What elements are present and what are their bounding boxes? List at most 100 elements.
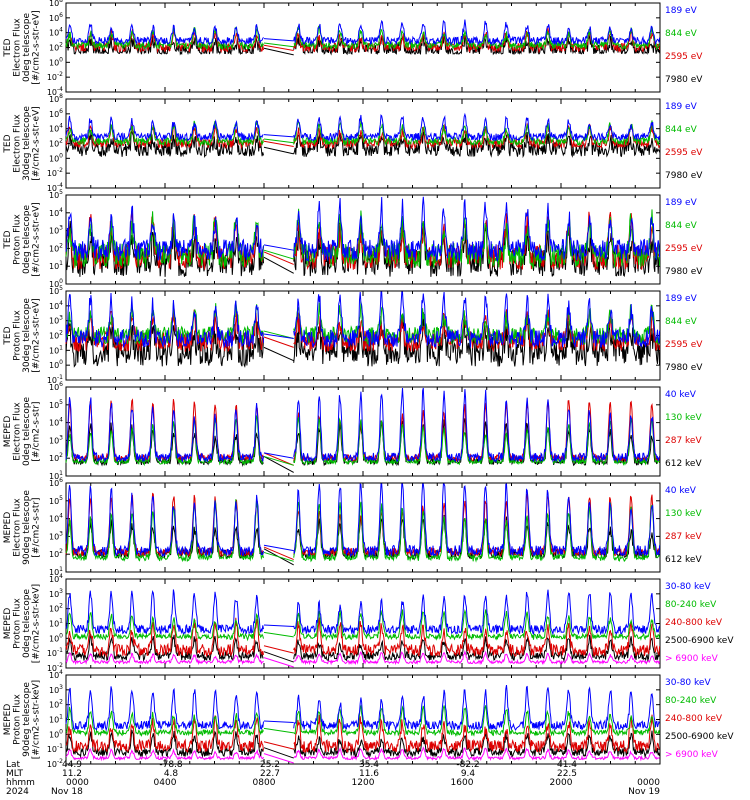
series-trace bbox=[293, 685, 661, 732]
footer-mlt-value: 22.5 bbox=[557, 769, 577, 779]
y-axis-label-line: MEPED bbox=[3, 416, 13, 448]
gap-connector bbox=[263, 657, 294, 668]
series-80-240-kev bbox=[65, 609, 661, 642]
legend-entry: 240-800 keV bbox=[665, 714, 723, 724]
series-trace bbox=[65, 652, 264, 666]
series-trace bbox=[293, 501, 661, 563]
y-axis-label-line: [#/cm2-s-str] bbox=[32, 497, 42, 557]
y-tick-label: 102 bbox=[49, 242, 63, 253]
y-axis-label-line: [#/cm2-s-str] bbox=[32, 401, 42, 461]
series-trace bbox=[65, 747, 264, 762]
series-30-80-kev bbox=[65, 685, 661, 732]
legend-entry: 130 keV bbox=[665, 413, 702, 423]
legend-entry: 844 eV bbox=[665, 221, 698, 231]
y-tick-label: 102 bbox=[49, 330, 63, 341]
series-trace bbox=[293, 208, 661, 270]
y-tick-label: 105 bbox=[49, 285, 63, 296]
series-189-ev bbox=[65, 196, 661, 263]
footer-date-start: Nov 18 bbox=[51, 787, 83, 797]
y-tick-label: 102 bbox=[49, 603, 63, 614]
footer-lat-value: 35.4 bbox=[359, 760, 379, 770]
series-240-800-kev bbox=[65, 714, 660, 754]
panel-3: 100 101 102 103 104 105 TED Proton Flux 0deg tel… bbox=[3, 189, 703, 289]
series-130-kev bbox=[65, 497, 661, 563]
y-axis-label-line: TED bbox=[3, 134, 13, 153]
y-tick-label: 10-4 bbox=[47, 182, 63, 193]
y-axis-label-line: 30deg telescope bbox=[22, 106, 32, 181]
series-trace bbox=[293, 746, 660, 762]
legend-entry: 2595 eV bbox=[665, 340, 703, 350]
series-trace bbox=[65, 589, 264, 635]
series-trace bbox=[293, 589, 661, 636]
y-tick-label: 10-2 bbox=[47, 758, 63, 769]
panel-6: 101 102 103 104 105 106 MEPED Electron Flux 90de… bbox=[3, 477, 702, 577]
y-tick-label: 106 bbox=[49, 381, 63, 392]
footer-mlt-value: 11.6 bbox=[359, 769, 379, 779]
legend-entry: 7980 eV bbox=[665, 171, 703, 181]
series-trace bbox=[65, 414, 264, 467]
series-trace bbox=[293, 400, 661, 463]
y-tick-label: 104 bbox=[49, 300, 63, 311]
panel-2: 10-4 10-2 100 102 104 106 108 TED Electron Flux 3… bbox=[3, 93, 703, 193]
series-trace bbox=[65, 292, 264, 349]
y-tick-label: 104 bbox=[49, 573, 63, 584]
legend-entry: 80-240 keV bbox=[665, 600, 717, 610]
y-tick-label: 108 bbox=[49, 0, 63, 8]
legend-entry: 2500-6900 keV bbox=[665, 636, 734, 646]
y-tick-label: 100 bbox=[49, 278, 63, 289]
series-80-240-kev bbox=[65, 704, 661, 738]
y-tick-label: 105 bbox=[49, 189, 63, 200]
legend-entry: 2595 eV bbox=[665, 52, 703, 62]
series-trace bbox=[65, 611, 264, 642]
series-trace bbox=[65, 23, 264, 46]
footer-lat-value: 25.2 bbox=[260, 760, 280, 770]
chart-panels: 10-4 10-2 100 102 104 106 108 TED Electron Flux 0… bbox=[3, 0, 734, 769]
legend-entry: > 6900 keV bbox=[665, 750, 719, 760]
legend-entry: 844 eV bbox=[665, 29, 698, 39]
y-tick-label: 100 bbox=[49, 632, 63, 643]
footer-hhmm-value: 0000 bbox=[637, 778, 660, 788]
series-trace bbox=[65, 115, 264, 143]
series-189-ev bbox=[65, 291, 661, 349]
y-axis-label-line: [#/cm2-s-str-keV] bbox=[32, 584, 42, 663]
gap-connector bbox=[263, 44, 294, 51]
footer-hhmm-value: 0800 bbox=[253, 778, 276, 788]
series--6900-kev bbox=[65, 746, 660, 764]
y-axis-label-line: 0deg telescope bbox=[22, 13, 32, 83]
footer-row-label-lat: Lat bbox=[6, 760, 21, 770]
series-trace bbox=[65, 686, 264, 732]
y-tick-label: 104 bbox=[49, 27, 63, 38]
y-tick-label: 100 bbox=[49, 728, 63, 739]
gap-connector bbox=[263, 140, 294, 147]
panel-5: 101 102 103 104 105 106 MEPED Electron Flux 0deg… bbox=[3, 381, 702, 481]
legend-entry: 2595 eV bbox=[665, 148, 703, 158]
series-trace bbox=[293, 609, 661, 642]
panel-4: 10-1 100 101 102 103 104 105 TED Proton Flux 30de… bbox=[3, 285, 703, 385]
y-tick-label: 104 bbox=[49, 669, 63, 680]
y-tick-label: 108 bbox=[49, 93, 63, 104]
series-trace bbox=[293, 122, 661, 150]
gap-connector bbox=[263, 138, 294, 144]
gap-connector bbox=[263, 546, 294, 561]
y-tick-label: 102 bbox=[49, 699, 63, 710]
gap-connector bbox=[263, 741, 294, 750]
series-trace bbox=[293, 112, 661, 143]
y-tick-label: 102 bbox=[49, 548, 63, 559]
y-axis-label-line: [#/cm2-s-str-eV] bbox=[32, 106, 42, 181]
gap-connector bbox=[263, 333, 294, 339]
y-axis-label-line: Electron Flux bbox=[13, 402, 23, 461]
gap-connector bbox=[263, 249, 294, 260]
y-tick-label: 106 bbox=[49, 108, 63, 119]
series-trace bbox=[293, 196, 661, 263]
y-tick-label: 101 bbox=[49, 714, 63, 725]
y-tick-label: 10-2 bbox=[47, 167, 63, 178]
gap-connector bbox=[263, 251, 294, 265]
y-tick-label: 100 bbox=[49, 56, 63, 67]
legend-entry: 612 keV bbox=[665, 555, 702, 565]
footer-hhmm-value: 2000 bbox=[550, 778, 573, 788]
gap-connector bbox=[263, 38, 294, 42]
series-189-ev bbox=[65, 112, 661, 143]
y-axis-label-line: 30deg telescope bbox=[22, 298, 32, 373]
y-axis-label-line: 0deg telescope bbox=[22, 589, 32, 659]
